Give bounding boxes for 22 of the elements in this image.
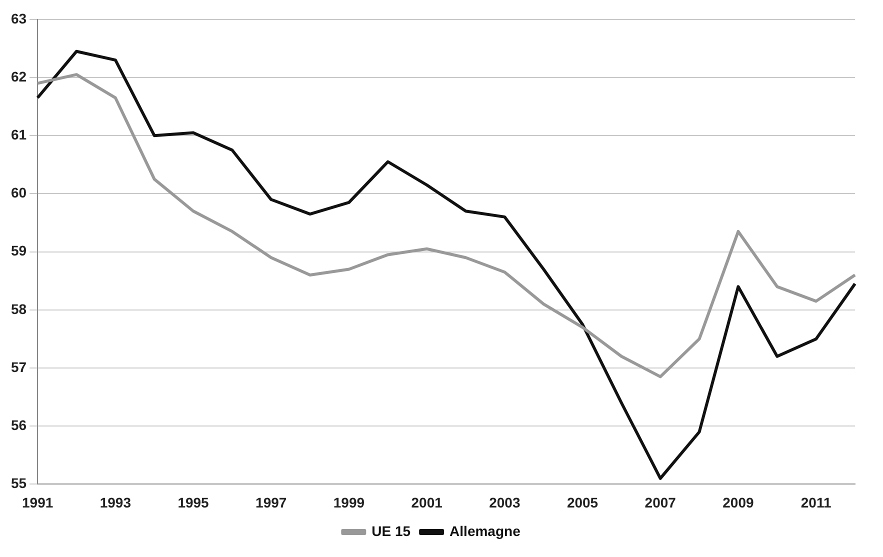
y-tick-label: 57 xyxy=(10,358,27,375)
y-tick-label: 59 xyxy=(10,242,27,259)
y-tick-label: 56 xyxy=(10,416,27,433)
x-tick-label: 1999 xyxy=(333,494,365,510)
legend-label: UE 15 xyxy=(372,522,411,539)
x-tick-label: 1993 xyxy=(100,494,132,510)
x-tick-label: 2001 xyxy=(411,494,443,510)
y-tick-label: 61 xyxy=(10,126,27,142)
x-tick-label: 1991 xyxy=(22,494,54,510)
x-tick-label: 1997 xyxy=(256,494,287,510)
y-tick-label: 58 xyxy=(10,300,27,317)
y-tick-label: 63 xyxy=(10,10,27,26)
x-tick-label: 1995 xyxy=(178,494,210,510)
x-tick-label: 2011 xyxy=(800,494,832,510)
legend-label: Allemagne xyxy=(450,522,521,539)
x-tick-label: 2007 xyxy=(644,494,676,510)
x-tick-label: 2009 xyxy=(722,494,754,510)
x-tick-label: 2003 xyxy=(489,494,520,510)
y-tick-label: 62 xyxy=(10,68,27,84)
y-tick-label: 55 xyxy=(10,475,27,492)
y-tick-label: 60 xyxy=(10,184,27,201)
x-tick-label: 2005 xyxy=(566,494,598,510)
